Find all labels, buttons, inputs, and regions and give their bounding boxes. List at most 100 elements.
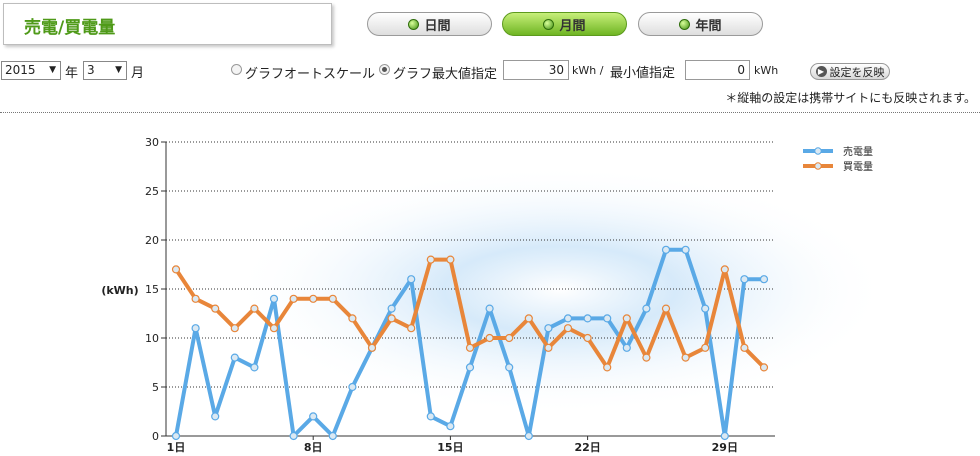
legend-label: 売電量 [843,145,873,158]
data-point[interactable] [661,304,671,313]
data-point[interactable] [328,294,337,303]
data-point[interactable] [740,275,749,284]
data-point[interactable] [485,333,494,343]
data-point[interactable] [583,314,592,323]
data-point[interactable] [446,255,455,264]
data-point[interactable] [544,343,553,352]
x-tick-label: 1日 [167,441,186,454]
data-point[interactable] [387,304,396,313]
y-tick-label: 30 [145,136,159,149]
max-value-input[interactable]: 30 [503,60,569,80]
data-point[interactable] [230,324,239,333]
tab-yearly[interactable]: 年間 [638,12,763,36]
data-point[interactable] [269,324,279,333]
x-tick-label: 29日 [712,441,738,454]
y-tick-label: 15 [145,283,159,296]
data-point[interactable] [759,363,769,372]
data-point[interactable] [387,314,396,323]
min-value-label: 最小値指定 [610,66,676,81]
y-axis-label: (kWh) [101,284,138,297]
data-point[interactable] [505,363,514,372]
data-point[interactable] [681,353,690,362]
data-point[interactable] [426,412,435,421]
radio-max-value-label: グラフ最大値指定 [393,67,498,82]
data-point[interactable] [563,324,573,333]
data-point[interactable] [309,294,318,303]
chevron-down-icon: ▼ [49,65,56,75]
y-tick-label: 0 [152,430,159,443]
y-tick-label: 25 [145,185,159,198]
data-point[interactable] [740,343,749,352]
bullet-icon [543,18,555,30]
data-point[interactable] [622,314,631,323]
data-point[interactable] [328,431,337,441]
data-point[interactable] [583,333,592,343]
month-select[interactable]: 3 ▼ [83,61,127,80]
data-point[interactable] [348,314,357,323]
tab-daily-label: 日間 [424,18,451,34]
data-point[interactable] [250,304,259,313]
data-point[interactable] [269,294,279,303]
chevron-down-icon: ▼ [115,65,122,75]
data-point[interactable] [524,431,533,441]
y-tick-label: 10 [145,332,159,345]
data-point[interactable] [603,314,612,323]
data-point[interactable] [309,412,318,421]
tab-yearly-label: 年間 [695,18,722,34]
chart-background-glow [230,165,890,415]
data-point[interactable] [426,255,435,264]
data-point[interactable] [171,265,181,274]
data-point[interactable] [661,245,671,254]
data-point[interactable] [250,363,259,372]
data-point[interactable] [622,343,631,352]
month-unit-label: 月 [131,66,145,81]
apply-settings-button[interactable]: ▶ 設定を反映 [810,63,890,80]
data-point[interactable] [642,353,651,362]
data-point[interactable] [701,343,710,352]
data-point[interactable] [720,431,729,441]
data-point[interactable] [171,431,181,441]
data-point[interactable] [348,382,357,392]
x-tick-label: 22日 [574,441,600,454]
data-point[interactable] [191,294,200,303]
data-point[interactable] [289,294,298,303]
data-point[interactable] [465,343,475,352]
tab-daily[interactable]: 日間 [367,12,492,36]
data-point[interactable] [289,431,298,441]
apply-settings-label: 設定を反映 [829,65,885,79]
year-select[interactable]: 2015 ▼ [1,61,61,80]
bullet-icon [408,18,420,30]
arrow-right-icon: ▶ [815,66,827,77]
data-point[interactable] [367,343,377,352]
year-select-value: 2015 [5,63,36,77]
data-point[interactable] [211,412,220,421]
data-point[interactable] [191,324,200,333]
data-point[interactable] [642,304,651,313]
data-point[interactable] [446,422,455,431]
data-point[interactable] [563,314,573,323]
data-point[interactable] [544,324,553,333]
radio-auto-scale-label: グラフオートスケール [245,67,376,82]
data-point[interactable] [701,304,710,313]
data-point[interactable] [720,265,729,274]
data-point[interactable] [465,363,475,372]
legend-label: 買電量 [843,161,873,173]
data-point[interactable] [230,353,239,362]
legend-marker [814,147,822,155]
data-point[interactable] [485,304,494,313]
data-point[interactable] [603,363,612,372]
data-point[interactable] [505,333,514,343]
data-point[interactable] [407,324,416,333]
axis-setting-note: ＊縦軸の設定は携帯サイトにも反映されます。 [725,91,976,105]
data-point[interactable] [759,275,769,284]
data-point[interactable] [524,314,533,323]
tab-monthly[interactable]: 月間 [502,12,627,36]
year-unit-label: 年 [65,66,79,81]
radio-auto-scale[interactable] [231,64,242,75]
data-point[interactable] [407,275,416,284]
radio-max-value[interactable] [379,64,390,75]
min-value-input[interactable]: 0 [685,60,750,80]
data-point[interactable] [211,304,220,313]
data-point[interactable] [681,245,690,254]
